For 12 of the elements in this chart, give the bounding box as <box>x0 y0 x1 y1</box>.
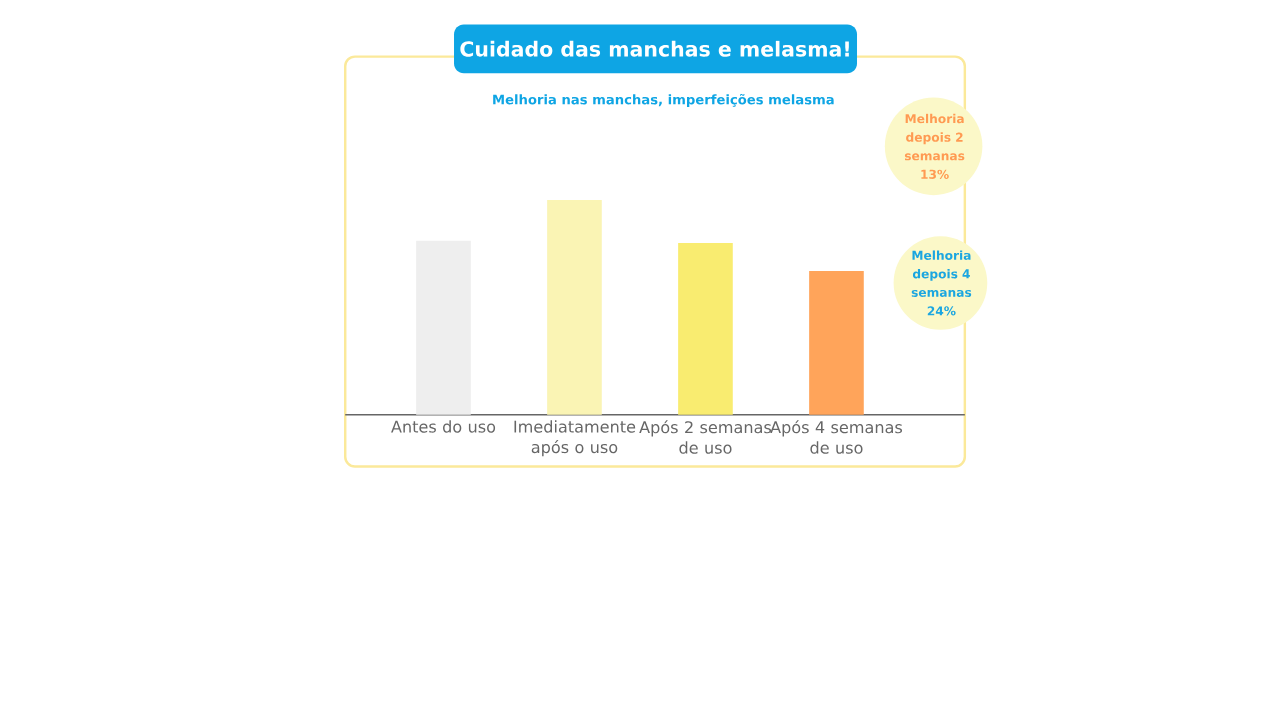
x-tick-label: Após 4 semanas de uso <box>770 420 903 455</box>
x-tick-label: Após 2 semanas de uso <box>639 420 772 455</box>
chart-subtitle: Melhoria nas manchas, imperfeições melasma <box>493 94 834 108</box>
bar <box>678 243 733 415</box>
text: Melhoria depois 2 semanas 13% <box>904 114 965 180</box>
chart-title: Cuidado das manchas e melasma! <box>460 41 849 57</box>
annotation: Melhoria depois 4 semanas 24% <box>911 250 972 316</box>
x-tick-label: Antes do uso <box>391 420 496 433</box>
bar <box>416 241 471 415</box>
bar <box>809 271 864 415</box>
bar <box>547 200 602 415</box>
x-tick-label: Imediatamente após o uso <box>514 420 636 457</box>
